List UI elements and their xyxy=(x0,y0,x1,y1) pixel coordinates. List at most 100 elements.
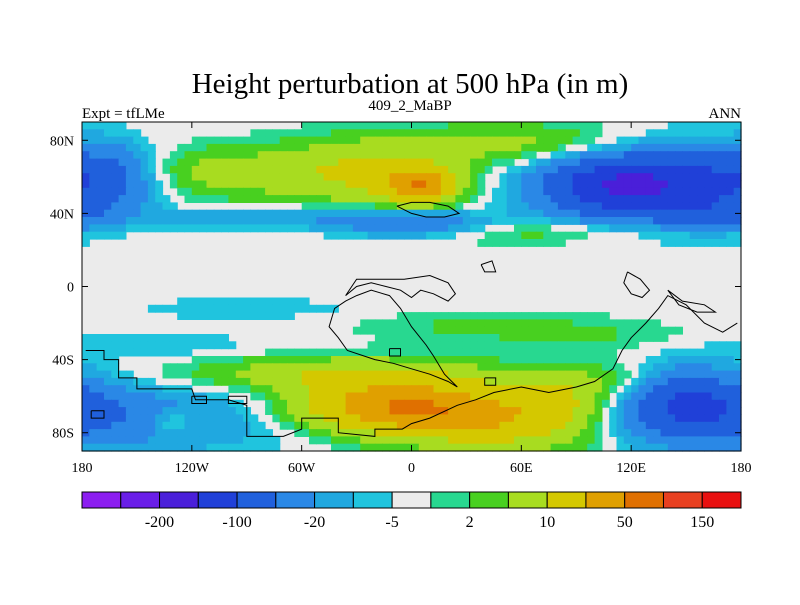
field-cell xyxy=(155,421,164,430)
field-cell xyxy=(382,392,391,401)
field-cell xyxy=(250,304,259,313)
field-cell xyxy=(96,180,105,189)
field-cell xyxy=(448,209,456,218)
field-cell xyxy=(499,414,508,423)
field-cell xyxy=(265,370,273,379)
field-cell xyxy=(309,224,317,233)
field-cell xyxy=(733,392,742,401)
field-cell xyxy=(689,356,698,364)
field-cell xyxy=(543,326,552,335)
field-cell xyxy=(345,392,354,401)
field-cell xyxy=(675,326,683,335)
field-cell xyxy=(111,187,120,196)
field-cell xyxy=(667,407,676,415)
field-cell xyxy=(184,399,193,408)
field-cell xyxy=(477,312,486,320)
field-cell xyxy=(557,122,566,130)
field-cell xyxy=(82,231,90,240)
field-cell xyxy=(682,231,691,240)
field-cell xyxy=(243,443,251,452)
field-cell xyxy=(448,122,456,130)
field-cell xyxy=(426,187,434,196)
field-cell xyxy=(719,377,727,386)
field-cell xyxy=(345,356,354,364)
field-cell xyxy=(111,377,120,386)
field-cell xyxy=(323,399,332,408)
field-cell xyxy=(184,392,193,401)
field-cell xyxy=(733,158,742,167)
field-cell xyxy=(711,231,720,240)
field-cell xyxy=(265,217,273,225)
field-cell xyxy=(616,202,625,211)
field-cell xyxy=(455,334,464,342)
field-cell xyxy=(440,356,449,364)
field-cell xyxy=(140,443,149,452)
field-cell xyxy=(653,180,661,189)
field-cell xyxy=(689,370,698,379)
field-cell xyxy=(697,443,705,452)
field-cell xyxy=(147,173,156,182)
field-cell xyxy=(557,173,566,182)
colorbar-swatch xyxy=(197,491,238,509)
field-cell xyxy=(609,158,618,167)
field-cell xyxy=(448,385,456,394)
field-cell xyxy=(191,195,200,203)
field-cell xyxy=(265,429,273,437)
field-cell xyxy=(492,370,500,379)
field-cell xyxy=(184,363,193,372)
field-cell xyxy=(191,217,200,225)
field-cell xyxy=(382,407,391,415)
field-cell xyxy=(411,399,420,408)
field-cell xyxy=(682,151,691,160)
field-cell xyxy=(272,385,281,394)
field-cell xyxy=(711,436,720,445)
field-cell xyxy=(147,187,156,196)
field-cell xyxy=(177,158,186,167)
field-cell xyxy=(155,399,164,408)
field-cell xyxy=(557,341,566,350)
field-cell xyxy=(389,224,398,233)
field-cell xyxy=(104,414,112,423)
field-cell xyxy=(499,195,508,203)
field-cell xyxy=(221,158,229,167)
field-cell xyxy=(499,363,508,372)
field-cell xyxy=(374,231,383,240)
field-cell xyxy=(550,429,559,437)
field-cell xyxy=(257,443,266,452)
field-cell xyxy=(550,392,559,401)
field-cell xyxy=(316,209,325,218)
field-cell xyxy=(682,348,691,357)
field-cell xyxy=(177,304,186,313)
field-cell xyxy=(338,356,347,364)
field-cell xyxy=(257,217,266,225)
field-cell xyxy=(331,348,339,357)
field-cell xyxy=(455,436,464,445)
field-cell xyxy=(528,180,537,189)
field-cell xyxy=(557,377,566,386)
field-cell xyxy=(257,385,266,394)
field-cell xyxy=(338,129,347,138)
field-cell xyxy=(572,326,581,335)
field-cell xyxy=(448,436,456,445)
field-cell xyxy=(521,202,530,211)
field-cell xyxy=(118,443,127,452)
field-cell xyxy=(228,429,237,437)
colorbar-swatch xyxy=(314,491,354,509)
field-cell xyxy=(462,195,471,203)
field-cell xyxy=(448,334,456,342)
field-cell xyxy=(492,187,500,196)
field-cell xyxy=(228,195,237,203)
field-cell xyxy=(521,443,530,452)
field-cell xyxy=(111,334,120,342)
field-cell xyxy=(528,187,537,196)
field-cell xyxy=(301,407,310,415)
field-cell xyxy=(528,377,537,386)
field-cell xyxy=(155,304,164,313)
field-cell xyxy=(140,136,149,145)
field-cell xyxy=(594,158,603,167)
field-cell xyxy=(82,436,90,445)
field-cell xyxy=(316,202,325,211)
field-cell xyxy=(455,143,464,152)
field-cell xyxy=(719,363,727,372)
field-cell xyxy=(579,187,588,196)
